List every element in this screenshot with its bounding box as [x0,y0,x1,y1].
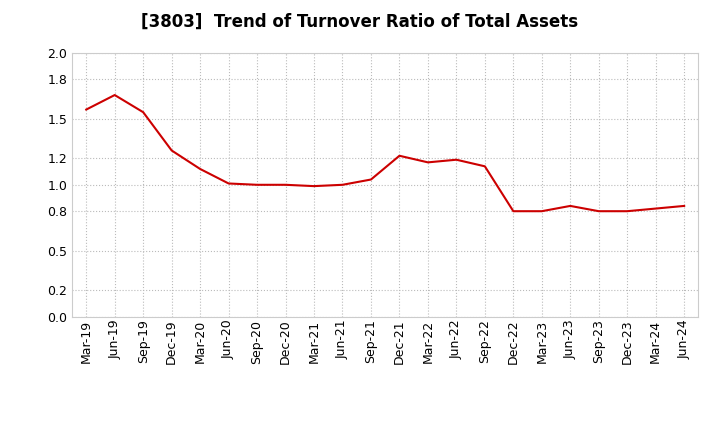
Text: [3803]  Trend of Turnover Ratio of Total Assets: [3803] Trend of Turnover Ratio of Total … [141,13,579,31]
